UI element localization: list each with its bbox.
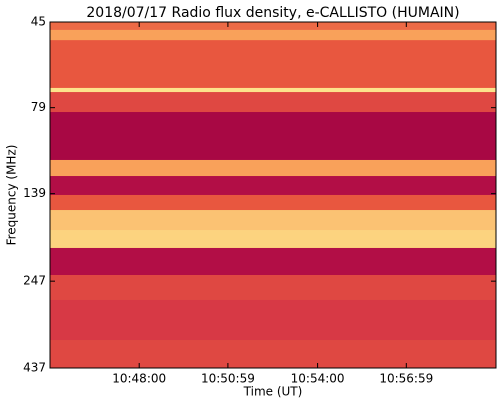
heatmap-cell (50, 159, 496, 177)
heatmap-cell (50, 299, 496, 341)
heatmap-cell (50, 340, 496, 369)
heatmap-cell (50, 230, 496, 249)
heatmap-cell (50, 194, 496, 211)
x-tick-label: 10:50:59 (201, 372, 255, 386)
x-tick-label: 10:54:00 (291, 372, 345, 386)
heatmap-cell (50, 112, 496, 161)
heatmap-cell (50, 247, 496, 276)
x-tick-label: 10:48:00 (112, 372, 166, 386)
heatmap-cell (50, 274, 496, 301)
y-tick-label: 139 (23, 186, 46, 200)
heatmap-cell (50, 87, 496, 93)
y-tick-label: 247 (23, 274, 46, 288)
axes-frame (49, 21, 497, 369)
x-tick-label: 10:56:59 (379, 372, 433, 386)
x-axis-label: Time (UT) (243, 385, 303, 399)
plot-area (50, 22, 496, 369)
heatmap-cell (50, 22, 496, 31)
heatmap-cell (50, 210, 496, 231)
heatmap-cell (50, 40, 496, 89)
heatmap-cell (50, 92, 496, 113)
heatmap-cell (50, 176, 496, 196)
y-tick-label: 437 (23, 361, 46, 375)
chart-title: 2018/07/17 Radio flux density, e-CALLIST… (86, 5, 459, 21)
heatmap-cell (50, 29, 496, 41)
y-axis-label: Frequency (MHz) (5, 145, 19, 246)
y-tick-label: 79 (31, 100, 46, 114)
y-tick-label: 45 (31, 15, 46, 29)
